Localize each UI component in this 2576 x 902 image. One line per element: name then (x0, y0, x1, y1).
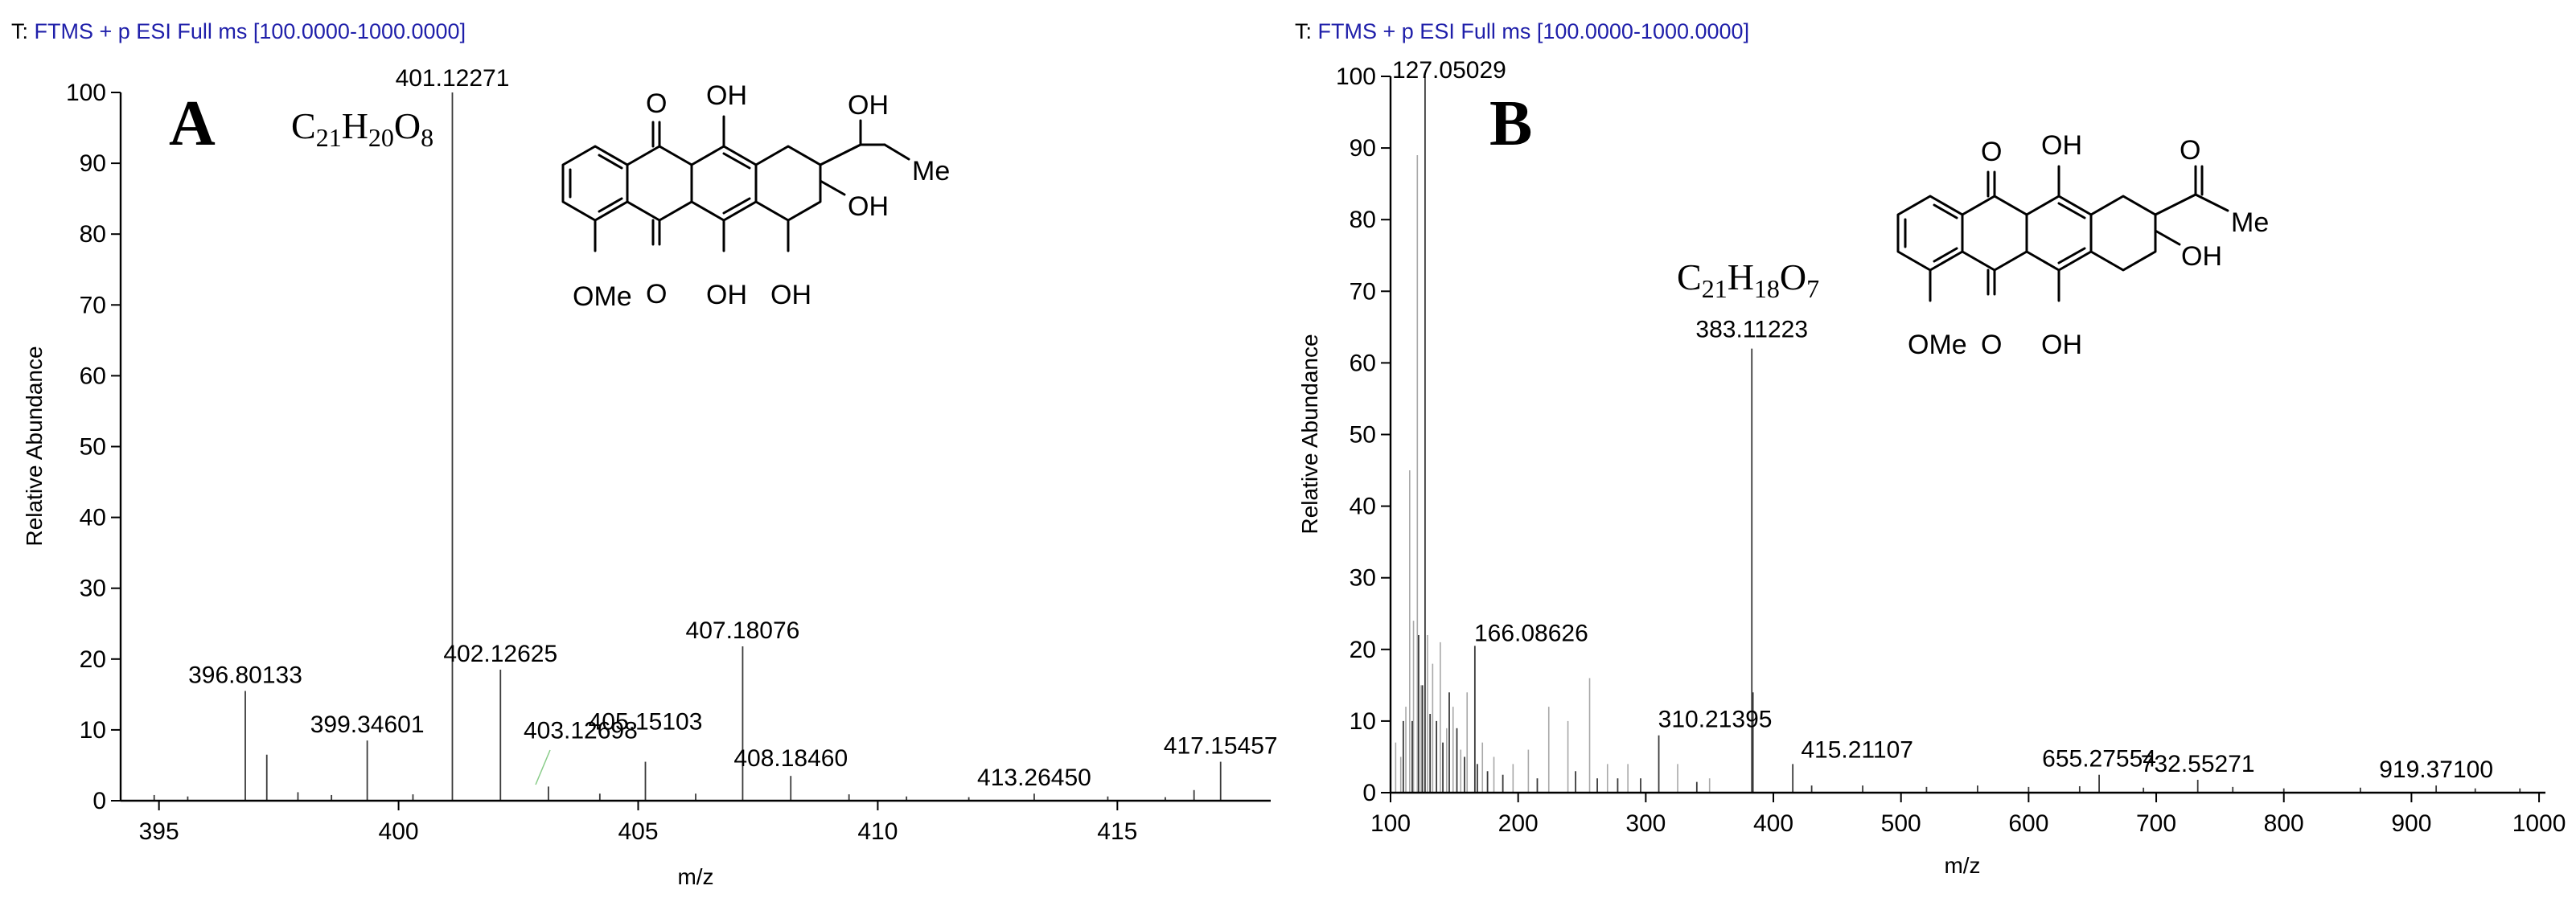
structure-label: OH (770, 280, 811, 310)
panel-b-y-axis-title: Relative Abundance (1297, 334, 1322, 534)
x-tick-label: 410 (857, 818, 898, 845)
peak-label: 919.37100 (2379, 756, 2493, 783)
panel-a-peak-labels: 401.12271 396.80133 399.34601 402.12625 403.… (188, 65, 1278, 791)
structure-label: Me (912, 156, 950, 187)
panel-b-y-ticks: 0 10 20 30 40 50 60 70 80 90 100 (1336, 64, 1391, 806)
structure-label: OH (2181, 241, 2222, 272)
x-tick-label: 800 (2264, 810, 2304, 837)
y-tick-label: 80 (1350, 207, 1376, 233)
panel-a-structure-bonds (561, 115, 910, 252)
panel-a-peaks (153, 92, 1222, 801)
structure-label: OMe (1908, 330, 1967, 360)
peak-label: 396.80133 (188, 662, 302, 688)
peak-label: 127.05029 (1392, 57, 1506, 84)
structure-label: OH (848, 90, 889, 121)
peak-label: 403.12698 (524, 717, 638, 744)
y-tick-label: 100 (1336, 64, 1376, 90)
structure-label: O (1981, 330, 2002, 360)
panel-a-y-ticks: 0 10 20 30 40 50 60 70 80 90 100 (66, 80, 121, 814)
peak-label: 399.34601 (310, 711, 425, 738)
panel-b-peaks (1395, 76, 2521, 793)
panel-b-spectrum: T: FTMS + p ESI Full ms [100.0000-1000.0… (1295, 19, 2566, 878)
y-tick-label: 70 (80, 292, 106, 318)
structure-label: OMe (573, 281, 632, 312)
y-tick-label: 30 (80, 576, 106, 602)
panel-a-x-ticks: 395 400 405 410 415 (139, 801, 1137, 845)
peak-label: 417.15457 (1164, 733, 1278, 760)
y-tick-label: 50 (1350, 422, 1376, 449)
panel-a-formula: C21H20O8 (291, 105, 433, 152)
x-tick-label: 1000 (2512, 810, 2566, 837)
x-tick-label: 395 (139, 818, 179, 845)
y-tick-label: 20 (1350, 637, 1376, 663)
peak-label: 401.12271 (396, 65, 510, 92)
panel-b-structure: O OH O Me OH OMe O OH (1896, 130, 2269, 360)
peak-label: 405.15103 (589, 709, 703, 736)
peak-label: 383.11223 (1695, 317, 1808, 343)
structure-label: OH (2041, 330, 2082, 360)
panel-a-x-axis-title: m/z (677, 864, 713, 889)
panel-b-structure-bonds (1896, 165, 2229, 302)
y-tick-label: 60 (1350, 350, 1376, 376)
y-tick-label: 30 (1350, 565, 1376, 592)
y-tick-label: 20 (80, 646, 106, 673)
y-tick-label: 10 (80, 717, 106, 744)
structure-label: O (646, 88, 667, 119)
panel-b-header: T: FTMS + p ESI Full ms [100.0000-1000.0… (1295, 19, 1749, 43)
panel-b-formula: C21H18O7 (1677, 256, 1819, 303)
x-tick-label: 600 (2008, 810, 2048, 837)
panel-b-letter: B (1489, 88, 1532, 159)
x-tick-label: 400 (379, 818, 419, 845)
structure-label: O (646, 279, 667, 310)
x-tick-label: 300 (1625, 810, 1666, 837)
panel-a-spectrum: T: FTMS + p ESI Full ms [100.0000-1000.0… (11, 19, 1278, 889)
peak-label: 402.12625 (443, 641, 557, 667)
y-tick-label: 90 (80, 150, 106, 177)
peak-label: 413.26450 (977, 765, 1091, 791)
x-tick-label: 500 (1881, 810, 1921, 837)
y-tick-label: 60 (80, 363, 106, 389)
structure-label: Me (2231, 207, 2269, 238)
structure-label: O (2180, 135, 2200, 166)
panel-a-header: T: FTMS + p ESI Full ms [100.0000-1000.0… (11, 19, 466, 43)
panel-b-x-ticks: 100 200 300 400 500 600 700 800 900 1000 (1370, 793, 2566, 837)
x-tick-label: 400 (1753, 810, 1793, 837)
x-tick-label: 200 (1498, 810, 1539, 837)
structure-label: OH (706, 280, 747, 310)
panel-b-x-axis-title: m/z (1944, 853, 1980, 878)
structure-label: OH (706, 80, 747, 111)
y-tick-label: 40 (1350, 494, 1376, 520)
y-tick-label: 90 (1350, 135, 1376, 162)
peak-label: 310.21395 (1658, 707, 1773, 733)
x-tick-label: 415 (1097, 818, 1137, 845)
peak-label: 732.55271 (2141, 751, 2255, 777)
panel-a-structure: OH OH Me OH OMe O O OH OH (561, 80, 950, 312)
peak-leader-line (535, 749, 551, 785)
y-tick-label: 10 (1350, 708, 1376, 735)
peak-label: 415.21107 (1801, 736, 1913, 763)
peak-label: 166.08626 (1474, 620, 1588, 646)
structure-label: OH (848, 191, 889, 222)
y-tick-label: 70 (1350, 278, 1376, 305)
y-tick-label: 40 (80, 505, 106, 531)
panel-b-peak-labels: 127.05029 166.08626 310.21395 383.11223 415.… (1392, 57, 2493, 783)
x-tick-label: 900 (2391, 810, 2431, 837)
x-tick-label: 405 (618, 818, 658, 845)
peak-label: 655.27554 (2042, 746, 2156, 773)
y-tick-label: 0 (1362, 780, 1376, 806)
x-tick-label: 700 (2136, 810, 2176, 837)
panel-a-letter: A (169, 88, 216, 159)
peak-label: 407.18076 (686, 617, 800, 644)
y-tick-label: 50 (80, 434, 106, 461)
x-tick-label: 100 (1370, 810, 1411, 837)
panel-a-y-axis-title: Relative Abundance (22, 346, 47, 546)
y-tick-label: 100 (66, 80, 106, 106)
y-tick-label: 80 (80, 221, 106, 248)
y-tick-label: 0 (92, 788, 106, 814)
peak-label: 408.18460 (733, 745, 848, 772)
structure-label: O (1981, 137, 2002, 167)
structure-label: OH (2041, 130, 2082, 161)
